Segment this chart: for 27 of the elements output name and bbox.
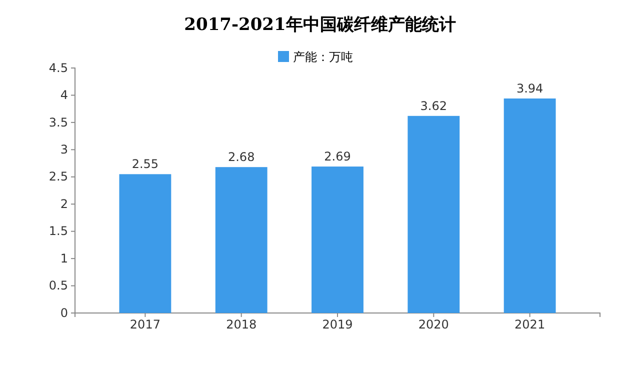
chart-title: 2017-2021年中国碳纤维产能统计 xyxy=(184,15,456,35)
y-tick-label: 1.5 xyxy=(48,224,68,238)
data-label: 3.62 xyxy=(420,98,448,113)
bar xyxy=(312,166,364,313)
data-label: 2.68 xyxy=(228,150,255,164)
bar xyxy=(504,98,556,313)
y-tick-label: 2.5 xyxy=(48,170,68,184)
x-tick-label: 2017 xyxy=(130,318,160,332)
y-tick-label: 3 xyxy=(60,142,68,157)
bar xyxy=(408,116,460,313)
bar xyxy=(215,167,268,313)
data-label: 2.69 xyxy=(324,150,351,164)
y-tick-label: 4.5 xyxy=(48,60,68,75)
y-tick-label: 4 xyxy=(60,88,68,102)
y-tick-label: 0.5 xyxy=(48,278,68,293)
x-tick-label: 2021 xyxy=(514,318,546,332)
y-tick-label: 1 xyxy=(60,251,68,266)
x-tick-label: 2018 xyxy=(226,318,257,332)
x-tick-label: 2019 xyxy=(322,318,353,332)
data-label: 2.55 xyxy=(132,157,159,172)
y-tick-label: 2 xyxy=(60,196,68,211)
bar xyxy=(119,174,172,313)
legend-label: 产能：万吨 xyxy=(293,50,353,64)
y-tick-label: 3.5 xyxy=(48,115,68,130)
x-tick-label: 2020 xyxy=(418,318,449,332)
y-tick-label: 0 xyxy=(60,306,68,320)
data-label: 3.94 xyxy=(516,81,544,96)
